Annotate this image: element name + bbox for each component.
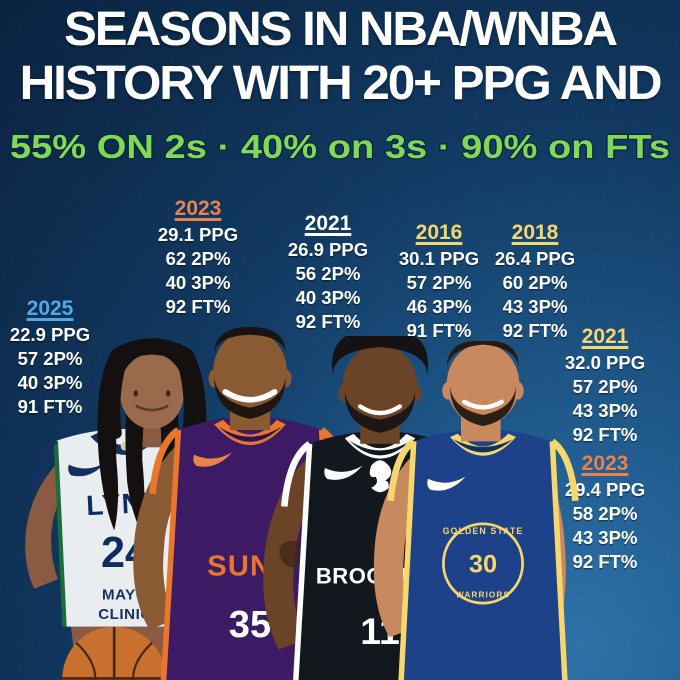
svg-text:GOLDEN STATE: GOLDEN STATE <box>443 526 524 536</box>
svg-text:WARRIORS: WARRIORS <box>456 591 510 600</box>
svg-text:30: 30 <box>469 550 497 578</box>
